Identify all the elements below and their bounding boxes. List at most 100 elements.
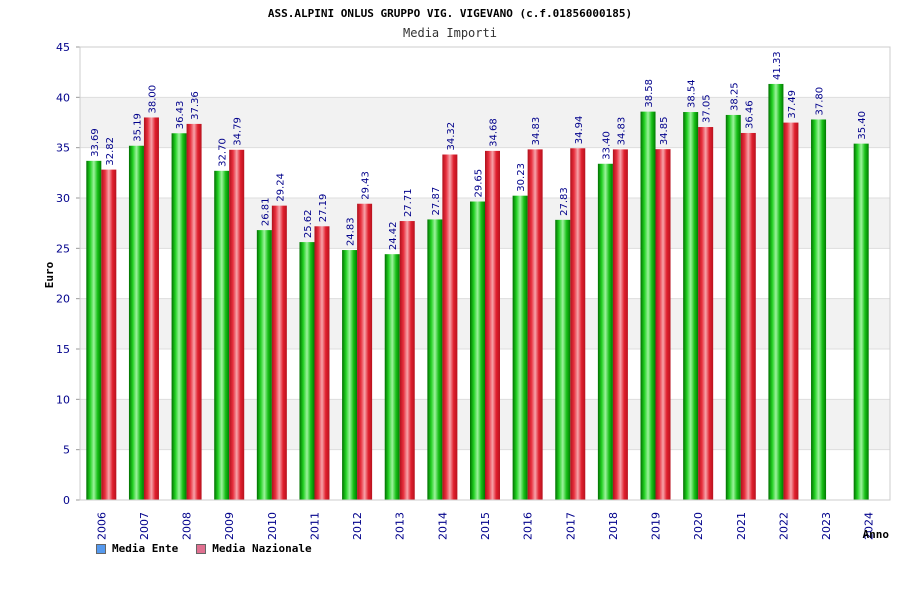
data-label: 38.25 xyxy=(729,82,740,111)
y-tick-label: 40 xyxy=(56,91,70,104)
data-label: 34.79 xyxy=(233,117,244,146)
data-label: 29.65 xyxy=(474,169,485,198)
data-label: 34.32 xyxy=(446,122,457,151)
x-tick-label: 2024 xyxy=(863,512,876,540)
bar-media-ente xyxy=(725,114,741,500)
bar-media-ente xyxy=(597,163,613,501)
bar-media-nazionale xyxy=(698,127,714,500)
legend-item-media-ente: Media Ente xyxy=(96,542,178,555)
legend-swatch-media-nazionale xyxy=(196,543,207,554)
data-label: 36.43 xyxy=(175,101,186,130)
y-tick-label: 15 xyxy=(56,343,70,356)
bar-media-ente xyxy=(811,119,827,500)
x-tick-label: 2015 xyxy=(479,512,492,540)
y-tick-label: 5 xyxy=(63,444,70,457)
data-label: 26.81 xyxy=(260,197,271,226)
bar-media-ente xyxy=(512,195,528,500)
data-label: 33.69 xyxy=(90,128,101,157)
bar-media-nazionale xyxy=(101,169,117,500)
data-label: 35.19 xyxy=(132,113,143,142)
x-axis-ticks: 2006 2007 2008 2009 2010 2011 2012 2013 2014 2015… xyxy=(95,512,875,540)
data-label: 37.80 xyxy=(815,87,826,116)
x-tick-label: 2013 xyxy=(394,512,407,540)
legend-swatch-media-ente xyxy=(96,543,106,554)
bar-media-nazionale xyxy=(143,117,159,500)
x-tick-label: 2006 xyxy=(95,512,108,540)
x-tick-label: 2019 xyxy=(650,512,663,540)
y-tick-label: 10 xyxy=(56,393,70,406)
bar-media-ente xyxy=(171,133,187,500)
x-tick-label: 2021 xyxy=(735,512,748,540)
legend-item-media-nazionale: Media Nazionale xyxy=(196,542,312,555)
bar-media-ente xyxy=(86,160,102,500)
bar-media-nazionale xyxy=(314,226,330,500)
y-tick-label: 25 xyxy=(56,242,70,255)
chart-title: ASS.ALPINI ONLUS GRUPPO VIG. VIGEVANO (c… xyxy=(268,7,632,20)
data-label: 27.87 xyxy=(431,187,442,216)
x-tick-label: 2017 xyxy=(564,512,577,540)
data-label: 37.36 xyxy=(190,91,201,120)
x-tick-label: 2014 xyxy=(436,512,449,540)
data-label: 34.94 xyxy=(574,116,585,145)
x-tick-label: 2008 xyxy=(181,512,194,540)
bar-media-ente xyxy=(384,254,400,500)
bar-media-nazionale xyxy=(612,149,628,501)
y-tick-label: 45 xyxy=(56,41,70,54)
data-label: 34.83 xyxy=(531,117,542,146)
data-label: 30.23 xyxy=(516,163,527,192)
y-axis-label: Euro xyxy=(43,261,56,288)
bar-media-nazionale xyxy=(229,149,245,500)
bar-media-nazionale xyxy=(527,149,543,501)
legend-label-media-nazionale: Media Nazionale xyxy=(212,542,312,555)
data-label: 33.40 xyxy=(601,131,612,160)
bar-media-ente xyxy=(640,111,656,501)
data-label: 27.83 xyxy=(559,187,570,216)
data-label: 32.70 xyxy=(218,138,229,167)
y-axis-ticks: 0 5 10 15 20 25 30 35 40 45 xyxy=(56,41,80,507)
data-label: 38.00 xyxy=(147,85,158,114)
chart-subtitle: Media Importi xyxy=(403,26,497,40)
legend: Media Ente Media Nazionale xyxy=(96,542,312,555)
bar-media-nazionale xyxy=(570,148,586,500)
bar-media-ente xyxy=(470,201,485,501)
y-tick-label: 35 xyxy=(56,142,70,155)
bar-media-nazionale xyxy=(357,203,373,500)
data-label: 38.54 xyxy=(687,79,698,108)
x-tick-label: 2016 xyxy=(522,512,535,540)
x-tick-label: 2010 xyxy=(266,512,279,540)
bars xyxy=(86,83,869,501)
bar-media-nazionale xyxy=(783,122,799,500)
data-label: 37.49 xyxy=(787,90,798,119)
data-label: 34.85 xyxy=(659,117,670,146)
data-label: 29.24 xyxy=(275,173,286,202)
x-tick-label: 2018 xyxy=(607,512,620,540)
legend-label-media-ente: Media Ente xyxy=(112,542,179,555)
bar-media-nazionale xyxy=(271,205,287,500)
x-tick-label: 2007 xyxy=(138,512,151,540)
data-label: 24.42 xyxy=(388,222,399,251)
bar-media-nazionale xyxy=(442,154,458,500)
bar-media-nazionale xyxy=(399,221,415,500)
bar-media-nazionale xyxy=(186,123,202,500)
data-label: 29.43 xyxy=(361,171,372,200)
y-tick-label: 0 xyxy=(63,494,70,507)
bar-media-nazionale xyxy=(655,149,671,500)
x-tick-label: 2020 xyxy=(692,512,705,540)
plot-frame xyxy=(79,46,891,501)
data-labels: 33.69 32.82 35.19 38.00 36.43 37.36 32.70 34.79… xyxy=(90,51,868,250)
bar-media-ente xyxy=(427,219,443,500)
bar-media-ente xyxy=(683,112,699,500)
bar-media-ente xyxy=(256,230,272,500)
bar-media-ente xyxy=(768,83,784,500)
y-tick-label: 30 xyxy=(56,192,70,205)
bar-media-ente xyxy=(555,219,571,500)
bar-media-ente xyxy=(214,170,230,500)
bar-media-nazionale xyxy=(485,150,500,500)
data-label: 35.40 xyxy=(857,111,868,140)
data-label: 34.68 xyxy=(489,118,500,147)
x-tick-label: 2011 xyxy=(308,512,321,540)
bar-media-nazionale xyxy=(740,132,756,500)
x-tick-label: 2022 xyxy=(777,512,790,540)
x-axis-label: Anno xyxy=(863,528,890,541)
